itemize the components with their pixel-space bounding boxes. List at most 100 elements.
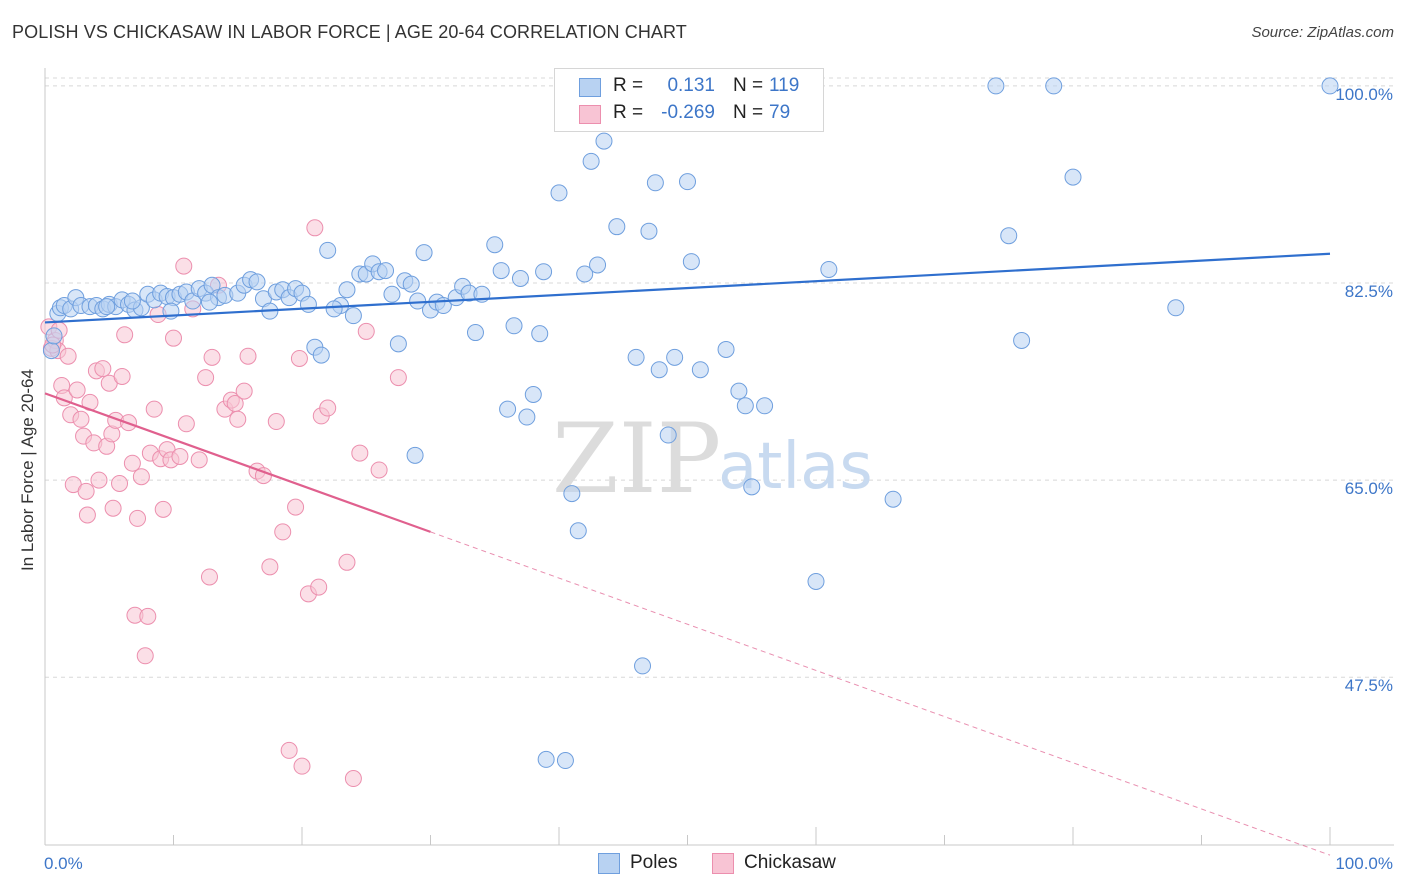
poles-swatch xyxy=(579,78,601,97)
poles-point xyxy=(679,173,696,191)
poles-point xyxy=(511,269,529,287)
poles-point xyxy=(524,385,542,403)
chickasaw-point xyxy=(229,410,247,428)
r-label: R = xyxy=(613,75,644,96)
chickasaw-point xyxy=(200,568,218,586)
poles-point xyxy=(650,361,668,379)
poles-point xyxy=(550,184,568,202)
poles-point xyxy=(325,300,343,318)
chickasaw-point xyxy=(290,349,308,367)
chickasaw-trend-line xyxy=(44,392,431,533)
chickasaw-r-value: -0.269 xyxy=(661,102,715,123)
poles-point xyxy=(377,262,395,280)
chickasaw-point xyxy=(338,553,356,571)
chickasaw-point xyxy=(235,382,253,400)
poles-point xyxy=(640,222,658,240)
poles-point xyxy=(42,342,60,360)
chickasaw-point xyxy=(77,482,95,500)
poles-point xyxy=(820,260,838,278)
poles-point xyxy=(98,298,116,316)
poles-point xyxy=(634,657,652,675)
watermark-atlas: atlas xyxy=(718,430,873,504)
poles-point xyxy=(717,340,735,358)
chickasaw-point xyxy=(139,607,157,625)
chickasaw-point xyxy=(129,509,147,527)
chickasaw-point xyxy=(357,322,375,340)
axes xyxy=(44,68,1394,846)
poles-point xyxy=(646,174,664,192)
chickasaw-point xyxy=(287,498,305,516)
poles-point xyxy=(730,382,748,400)
legend-row-poles: R = 0.131 N = 119 xyxy=(555,74,823,100)
poles-point xyxy=(569,522,587,540)
poles-point xyxy=(338,281,356,299)
chickasaw-point xyxy=(123,454,141,472)
poles-point xyxy=(499,400,517,418)
chickasaw-point xyxy=(319,399,337,417)
poles-point xyxy=(505,317,523,335)
trend-lines xyxy=(44,252,1331,856)
chickasaw-legend-swatch xyxy=(712,853,734,874)
poles-point xyxy=(1000,227,1018,245)
poles-point xyxy=(1321,77,1339,95)
chickasaw-n-value: 79 xyxy=(769,102,791,123)
chickasaw-point xyxy=(190,451,208,469)
poles-n-value: 119 xyxy=(769,75,800,96)
chickasaw-point xyxy=(344,770,362,788)
poles-point xyxy=(248,273,266,291)
chickasaw-point xyxy=(293,757,311,775)
chickasaw-point xyxy=(113,367,131,385)
watermark-zip: ZIP xyxy=(552,403,721,515)
chickasaw-point xyxy=(94,360,112,378)
chickasaw-point xyxy=(239,347,257,365)
tick-labels: 100.0% 82.5% 65.0% 47.5% 0.0% 100.0% xyxy=(44,85,1393,873)
chickasaw-point xyxy=(116,326,134,344)
gridlines xyxy=(45,77,1394,678)
chickasaw-point xyxy=(370,461,388,479)
poles-point xyxy=(1045,77,1063,95)
y-tick-label: 47.5% xyxy=(1345,676,1393,695)
watermark: ZIP atlas xyxy=(552,403,873,515)
poles-point xyxy=(383,285,401,303)
chickasaw-point xyxy=(136,647,154,665)
y-tick-label: 100.0% xyxy=(1335,85,1393,104)
poles-point xyxy=(45,327,63,345)
poles-point xyxy=(1013,331,1031,349)
chickasaw-point xyxy=(154,500,172,518)
poles-point xyxy=(415,244,433,262)
poles-point xyxy=(299,295,317,313)
poles-point xyxy=(1167,299,1185,317)
poles-point xyxy=(576,265,594,283)
chickasaw-point xyxy=(261,558,279,576)
chickasaw-point xyxy=(389,369,407,387)
poles-point xyxy=(466,324,484,342)
poles-point xyxy=(987,77,1005,95)
chickasaw-point xyxy=(111,474,129,492)
poles-point xyxy=(743,478,761,496)
chickasaw-legend-label: Chickasaw xyxy=(744,852,836,873)
chickasaw-point xyxy=(203,348,221,366)
poles-point xyxy=(402,275,420,293)
source-credit: Source: ZipAtlas.com xyxy=(1251,24,1394,41)
poles-r-value: 0.131 xyxy=(667,75,715,96)
poles-legend-swatch xyxy=(598,853,620,874)
poles-point xyxy=(518,408,536,426)
y-tick-label: 82.5% xyxy=(1345,282,1393,301)
poles-point xyxy=(589,256,607,274)
poles-point xyxy=(556,752,574,770)
poles-point xyxy=(756,397,774,415)
poles-point xyxy=(319,241,337,259)
poles-point xyxy=(595,132,613,150)
chickasaw-point xyxy=(59,347,77,365)
y-tick-label: 65.0% xyxy=(1345,479,1393,498)
poles-point xyxy=(691,361,709,379)
chickasaw-point xyxy=(351,444,369,462)
chickasaw-point xyxy=(177,415,195,433)
legend-row-chickasaw: R = -0.269 N = 79 xyxy=(555,101,823,127)
chickasaw-swatch xyxy=(579,105,601,124)
chickasaw-point xyxy=(171,447,189,465)
stats-legend: R = 0.131 N = 119 R = -0.269 N = 79 xyxy=(554,68,824,132)
chickasaw-point xyxy=(175,257,193,275)
x-tick-label: 0.0% xyxy=(44,854,83,873)
